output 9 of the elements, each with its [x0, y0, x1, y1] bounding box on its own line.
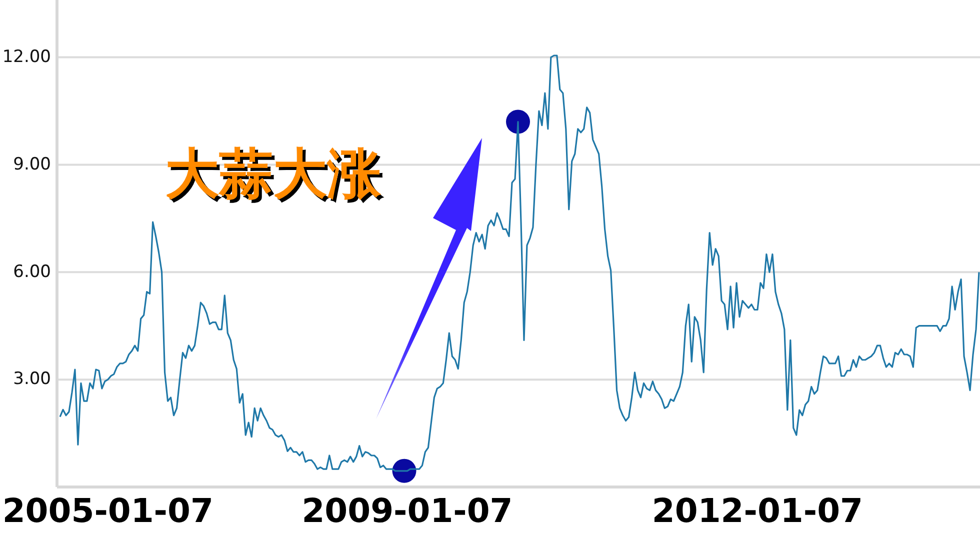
annotation: 大蒜大涨: [165, 141, 381, 207]
line-series: [59, 54, 980, 472]
x-tick-label: 2009-01-07: [302, 491, 513, 530]
y-tick-label: 12.00: [2, 46, 51, 67]
x-tick-label: 2005-01-07: [2, 491, 214, 530]
y-tick-label: 9.00: [13, 154, 51, 174]
y-tick-label: 6.00: [13, 262, 51, 282]
y-tick-label: 3.00: [13, 369, 51, 390]
x-tick-label: 2012-01-07: [652, 491, 864, 530]
